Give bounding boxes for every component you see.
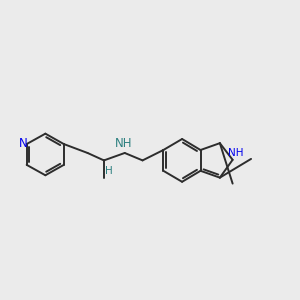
Text: NH: NH [115, 137, 133, 150]
Text: NH: NH [228, 148, 244, 158]
Text: H: H [104, 166, 112, 176]
Text: N: N [18, 137, 27, 150]
